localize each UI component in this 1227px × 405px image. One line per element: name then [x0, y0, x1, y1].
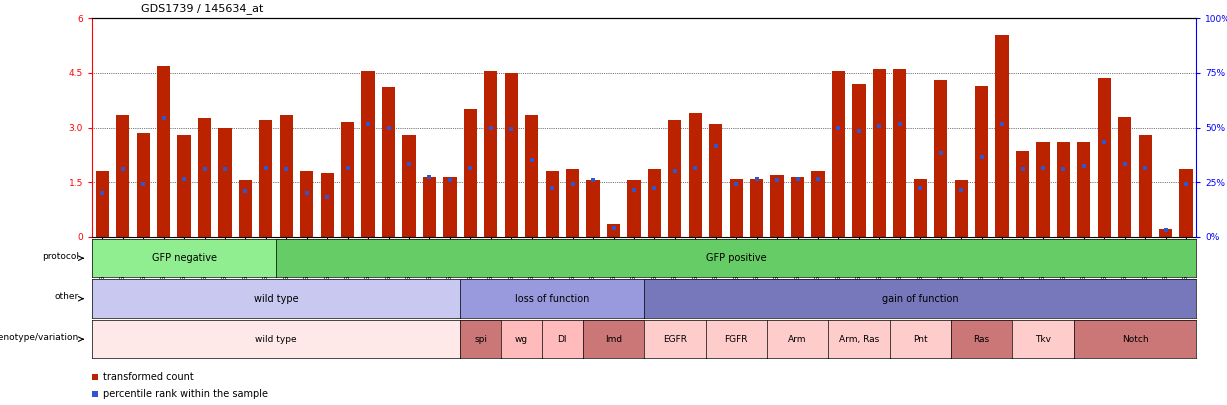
Bar [709, 124, 723, 237]
Bar [198, 118, 211, 237]
Bar [525, 115, 539, 237]
Text: Imd: Imd [605, 335, 622, 344]
Bar [872, 69, 886, 237]
Bar [218, 128, 232, 237]
Text: genotype/variation: genotype/variation [0, 333, 79, 342]
Text: wg: wg [515, 335, 528, 344]
Text: Pnt: Pnt [913, 335, 928, 344]
Bar [914, 179, 926, 237]
Bar [587, 181, 600, 237]
Bar [566, 169, 579, 237]
Text: Dl: Dl [557, 335, 567, 344]
Bar [995, 35, 1009, 237]
Text: Tkv: Tkv [1034, 335, 1052, 344]
Text: spi: spi [474, 335, 487, 344]
Bar [362, 71, 374, 237]
Bar [832, 71, 845, 237]
Bar [791, 177, 804, 237]
Bar [320, 173, 334, 237]
Bar [423, 177, 436, 237]
Bar [382, 87, 395, 237]
Bar [485, 71, 497, 237]
Text: GFP positive: GFP positive [706, 253, 767, 263]
Bar [669, 120, 681, 237]
Bar [853, 84, 865, 237]
Bar [811, 171, 825, 237]
Text: wild type: wild type [254, 294, 298, 304]
Text: protocol: protocol [42, 252, 79, 261]
Bar [1077, 142, 1091, 237]
Bar [771, 175, 784, 237]
Bar [934, 80, 947, 237]
Text: Ras: Ras [973, 335, 990, 344]
Bar [1118, 117, 1131, 237]
Bar [546, 171, 558, 237]
Bar [157, 66, 171, 237]
Bar [259, 120, 272, 237]
Bar [136, 133, 150, 237]
Bar [1056, 142, 1070, 237]
Text: percentile rank within the sample: percentile rank within the sample [103, 389, 267, 399]
Bar [96, 171, 109, 237]
Text: EGFR: EGFR [663, 335, 687, 344]
Text: loss of function: loss of function [515, 294, 589, 304]
Bar [627, 181, 640, 237]
Bar [280, 115, 293, 237]
Bar [750, 179, 763, 237]
Bar [688, 113, 702, 237]
Bar [402, 135, 416, 237]
Text: GFP negative: GFP negative [152, 253, 216, 263]
Text: other: other [54, 292, 79, 301]
Bar [893, 69, 907, 237]
Text: GDS1739 / 145634_at: GDS1739 / 145634_at [141, 3, 264, 14]
Bar [239, 181, 252, 237]
Bar [464, 109, 477, 237]
Bar [1179, 169, 1193, 237]
Bar [1139, 135, 1152, 237]
Bar [1016, 151, 1029, 237]
Text: Notch: Notch [1121, 335, 1148, 344]
Bar [178, 135, 190, 237]
Bar [1098, 79, 1110, 237]
Text: FGFR: FGFR [724, 335, 748, 344]
Bar [648, 169, 661, 237]
Text: transformed count: transformed count [103, 372, 194, 382]
Bar [1160, 229, 1172, 237]
Bar [1037, 142, 1049, 237]
Bar [975, 86, 988, 237]
Text: Arm: Arm [788, 335, 807, 344]
Bar [955, 181, 968, 237]
Bar [301, 171, 313, 237]
Text: Arm, Ras: Arm, Ras [839, 335, 879, 344]
Bar [607, 224, 620, 237]
Bar [117, 115, 129, 237]
Text: gain of function: gain of function [882, 294, 958, 304]
Text: wild type: wild type [255, 335, 297, 344]
Bar [504, 73, 518, 237]
Bar [443, 177, 456, 237]
Bar [341, 122, 355, 237]
Bar [730, 179, 742, 237]
